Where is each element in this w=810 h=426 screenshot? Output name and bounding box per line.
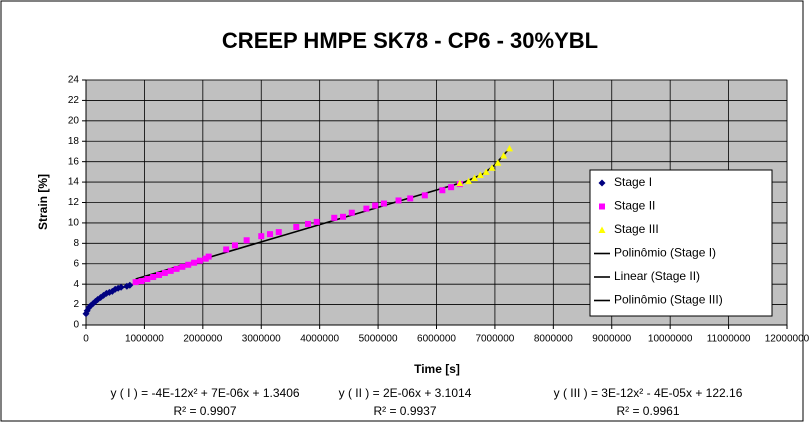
x-tick-label: 5000000 [359,334,398,345]
legend-label: Polinômio (Stage III) [614,293,723,307]
marker [470,174,478,181]
marker [173,265,180,272]
marker [476,171,484,178]
trend-equation: y ( II ) = 2E-06x + 3.1014 [339,386,472,400]
y-tick-label: 24 [68,75,80,86]
marker [488,164,496,171]
marker [150,274,157,281]
marker [223,246,230,253]
marker [267,231,274,238]
marker [185,261,192,268]
marker [372,202,379,209]
marker [205,253,212,260]
y-tick-label: 14 [68,177,80,188]
marker [243,237,250,244]
x-tick-label: 9000000 [592,334,631,345]
trend-equation: y ( I ) = -4E-12x² + 7E-06x + 1.3406 [110,386,299,400]
legend-label: Stage II [614,199,655,213]
marker [161,269,168,276]
marker [144,276,151,283]
legend-marker [598,226,606,233]
marker [275,229,282,236]
marker [421,192,428,199]
y-tick-label: 20 [68,115,80,126]
y-tick-label: 18 [68,136,80,147]
r-squared: R² = 0.9961 [616,404,679,418]
marker [407,195,414,202]
y-tick-label: 22 [68,95,80,106]
marker [191,259,198,266]
y-tick-label: 8 [73,238,79,249]
marker [196,257,203,264]
legend-label: Polinômio (Stage I) [614,246,716,260]
legend-marker [598,179,606,187]
x-tick-label: 10000000 [648,334,693,345]
marker [132,279,139,286]
legend-marker [599,203,605,210]
legend-label: Linear (Stage II) [614,269,700,283]
marker [126,281,134,289]
y-tick-label: 12 [68,197,80,208]
legend-label: Stage I [614,175,652,189]
x-tick-label: 2000000 [183,334,222,345]
r-squared: R² = 0.9937 [373,404,436,418]
marker [156,271,163,278]
marker [494,159,502,166]
x-tick-label: 1000000 [125,334,164,345]
legend-label: Stage III [614,222,659,236]
x-tick-label: 6000000 [417,334,456,345]
y-tick-label: 16 [68,156,80,167]
trend-equation: y ( III ) = 3E-12x² - 4E-05x + 122.16 [554,386,743,400]
y-tick-label: 10 [68,218,80,229]
y-tick-label: 4 [73,279,79,290]
chart-title: CREEP HMPE SK78 - CP6 - 30%YBL [222,28,598,53]
y-tick-label: 6 [73,258,79,269]
y-tick-label: 0 [73,320,79,331]
marker [117,283,125,291]
marker [331,214,338,221]
marker [138,278,145,285]
marker [500,152,508,159]
legend-box [589,169,773,317]
marker [179,263,186,270]
marker [293,224,300,230]
marker [167,267,174,274]
x-tick-label: 12000000 [765,334,810,345]
x-tick-label: 0 [83,334,89,345]
marker [363,205,370,212]
marker [304,220,311,227]
marker [395,197,402,204]
marker [380,200,387,207]
y-axis-label: Strain [%] [36,174,50,230]
x-tick-label: 11000000 [707,334,751,345]
x-tick-label: 3000000 [242,334,281,345]
marker [506,144,514,152]
marker [231,242,238,249]
r-squared: R² = 0.9907 [173,404,236,418]
marker [258,233,265,240]
marker [482,168,490,175]
x-tick-label: 4000000 [300,334,339,345]
x-axis-label: Time [s] [414,362,460,376]
marker [448,184,455,191]
x-tick-label: 8000000 [534,334,573,345]
marker [456,179,464,187]
marker [313,218,320,225]
marker [340,213,347,220]
marker [465,177,473,185]
marker [439,187,446,194]
marker [348,209,355,216]
y-tick-label: 2 [73,299,79,310]
x-tick-label: 7000000 [475,334,514,345]
